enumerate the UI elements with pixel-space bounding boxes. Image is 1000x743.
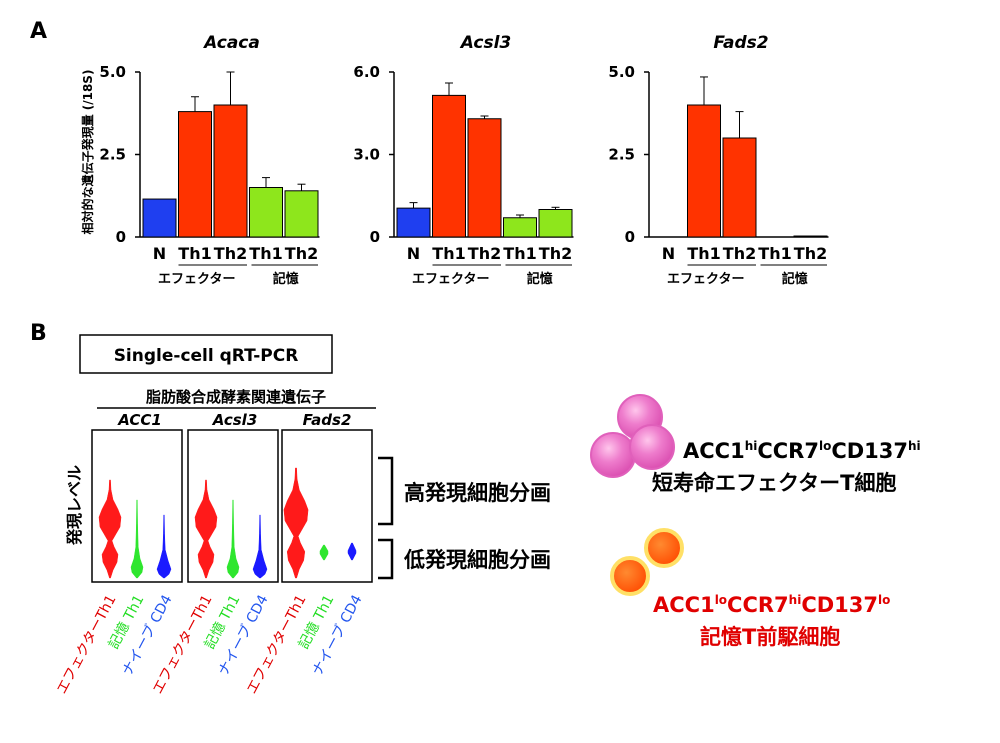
- chart-title: Acaca: [202, 33, 260, 53]
- category-label: Th1: [503, 244, 536, 263]
- category-label: Th2: [794, 244, 827, 263]
- category-label: N: [662, 244, 675, 263]
- effector-cell-name: 短寿命エフェクターT細胞: [652, 471, 896, 495]
- category-label: Th1: [687, 244, 720, 263]
- category-label: N: [153, 244, 166, 263]
- y-tick-label: 5.0: [99, 63, 126, 81]
- bar: [178, 111, 212, 238]
- violin-naive-cd4: [252, 514, 268, 579]
- bracket-high: [378, 456, 394, 526]
- memory-marker-label: ACC1loCCR7hiCD137lo: [653, 593, 890, 617]
- bar: [142, 198, 177, 238]
- violin-effector-th1: [194, 479, 218, 579]
- y-tick-label: 5.0: [608, 63, 635, 81]
- bar: [467, 118, 502, 238]
- memory-cell-name: 記憶T前駆細胞: [700, 625, 840, 649]
- violin-memory-th1: [226, 499, 240, 579]
- violin-box-acc1: [91, 429, 183, 583]
- panel-a-label: A: [30, 19, 47, 44]
- chart-title: Fads2: [713, 33, 768, 53]
- gene-label-acc1: ACC1: [117, 411, 162, 429]
- bar: [432, 94, 466, 238]
- violin-memory-th1: [130, 499, 144, 579]
- bar: [793, 235, 828, 238]
- effector-marker-label: ACC1hiCCR7loCD137hi: [683, 439, 921, 463]
- violin-memory-th1: [319, 544, 329, 561]
- y-tick-label: 0: [370, 228, 380, 246]
- y-tick-label: 0: [116, 228, 126, 246]
- bar: [213, 104, 248, 238]
- low-fraction-label: 低発現細胞分画: [403, 548, 551, 572]
- method-title: Single-cell qRT-PCR: [114, 346, 299, 366]
- bar: [503, 217, 537, 238]
- violin-naive-cd4: [156, 514, 172, 579]
- y-tick-label: 3.0: [353, 146, 380, 164]
- method-box: [79, 334, 333, 374]
- group-label-memory: 記憶: [527, 271, 553, 287]
- category-label: Th1: [758, 244, 791, 263]
- category-label: N: [407, 244, 420, 263]
- category-label: Th1: [432, 244, 465, 263]
- bar: [249, 187, 283, 238]
- high-fraction-label: 高発現細胞分画: [404, 481, 551, 505]
- expression-level-label: 発現レベル: [65, 465, 84, 546]
- bar: [687, 104, 721, 238]
- bar: [722, 137, 757, 238]
- category-label: Th2: [285, 244, 318, 263]
- chart-title: Acsl3: [459, 33, 512, 53]
- group-label-memory: 記憶: [273, 271, 299, 287]
- gene-label-acsl3: Acsl3: [212, 411, 258, 429]
- group-label-memory: 記憶: [782, 271, 808, 287]
- gene-group-label: 脂肪酸合成酵素関連遺伝子: [146, 388, 326, 406]
- y-tick-label: 0: [625, 228, 635, 246]
- y-tick-label: 6.0: [353, 63, 380, 81]
- panel-b-label: B: [30, 321, 47, 346]
- category-label: Th2: [723, 244, 756, 263]
- bar: [538, 209, 573, 238]
- violin-box-acsl3: [187, 429, 279, 583]
- category-label: Th2: [214, 244, 247, 263]
- memory-cells-illustration: [610, 528, 684, 596]
- violin-effector-th1: [283, 467, 309, 579]
- group-label-effector: エフェクター: [158, 272, 235, 287]
- category-label: Th1: [249, 244, 282, 263]
- category-label: Th1: [178, 244, 211, 263]
- violin-naive-cd4: [347, 542, 357, 561]
- category-label: Th2: [539, 244, 572, 263]
- category-label: Th2: [468, 244, 501, 263]
- bar: [284, 190, 319, 238]
- violin-effector-th1: [98, 479, 122, 579]
- bar: [396, 207, 431, 238]
- y-axis-label: 相対的な遺伝子発現量 (/18S): [80, 70, 95, 235]
- group-label-effector: エフェクター: [412, 272, 489, 287]
- effector-cells-illustration: [590, 394, 675, 478]
- group-label-effector: エフェクター: [667, 272, 744, 287]
- violin-box-fads2: [281, 429, 373, 583]
- y-tick-label: 2.5: [99, 146, 126, 164]
- gene-label-fads2: Fads2: [303, 411, 352, 429]
- bracket-low: [378, 538, 394, 580]
- y-tick-label: 2.5: [608, 146, 635, 164]
- violin-plots: [98, 467, 357, 579]
